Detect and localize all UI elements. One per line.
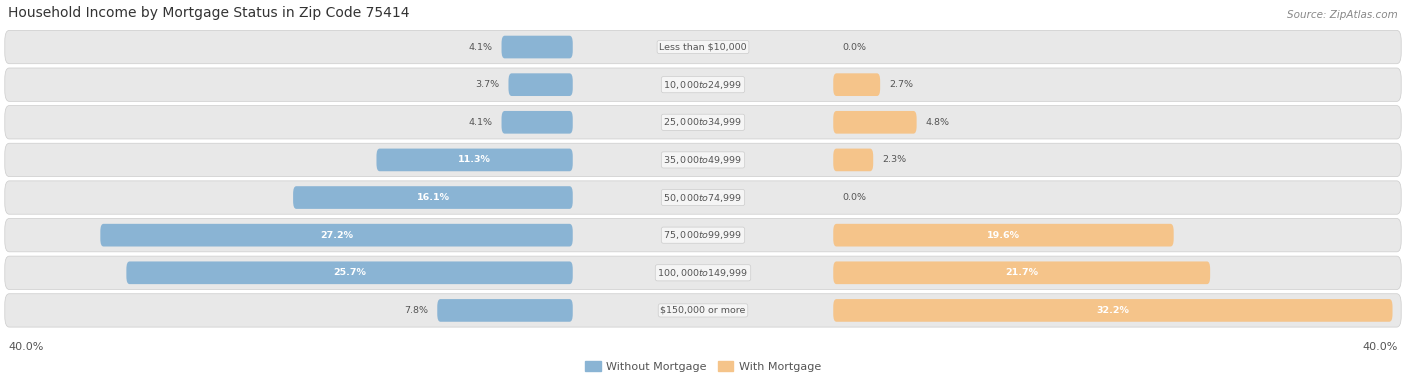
Text: 4.8%: 4.8% [925,118,949,127]
Text: 4.1%: 4.1% [468,43,494,51]
FancyBboxPatch shape [4,105,1402,139]
FancyBboxPatch shape [834,299,1392,322]
FancyBboxPatch shape [509,73,572,96]
Text: $25,000 to $34,999: $25,000 to $34,999 [664,116,742,128]
Text: 40.0%: 40.0% [8,342,44,352]
Text: $100,000 to $149,999: $100,000 to $149,999 [658,267,748,279]
Text: 16.1%: 16.1% [416,193,450,202]
FancyBboxPatch shape [4,68,1402,101]
FancyBboxPatch shape [4,218,1402,252]
Text: $150,000 or more: $150,000 or more [661,306,745,315]
Text: $35,000 to $49,999: $35,000 to $49,999 [664,154,742,166]
Text: $10,000 to $24,999: $10,000 to $24,999 [664,79,742,91]
Text: 2.3%: 2.3% [882,155,905,164]
FancyBboxPatch shape [502,36,572,58]
FancyBboxPatch shape [4,143,1402,177]
FancyBboxPatch shape [100,224,572,246]
FancyBboxPatch shape [834,224,1174,246]
Text: Less than $10,000: Less than $10,000 [659,43,747,51]
FancyBboxPatch shape [834,73,880,96]
Text: Source: ZipAtlas.com: Source: ZipAtlas.com [1286,10,1398,20]
FancyBboxPatch shape [127,262,572,284]
Text: 40.0%: 40.0% [1362,342,1398,352]
FancyBboxPatch shape [834,111,917,134]
Text: 2.7%: 2.7% [889,80,912,89]
Text: 3.7%: 3.7% [475,80,499,89]
FancyBboxPatch shape [4,294,1402,327]
Text: Household Income by Mortgage Status in Zip Code 75414: Household Income by Mortgage Status in Z… [8,6,409,20]
Text: 25.7%: 25.7% [333,268,366,277]
Text: 21.7%: 21.7% [1005,268,1038,277]
Text: $75,000 to $99,999: $75,000 to $99,999 [664,229,742,241]
Text: 32.2%: 32.2% [1097,306,1129,315]
FancyBboxPatch shape [4,256,1402,290]
FancyBboxPatch shape [437,299,572,322]
FancyBboxPatch shape [4,181,1402,214]
Legend: Without Mortgage, With Mortgage: Without Mortgage, With Mortgage [581,357,825,376]
Text: 0.0%: 0.0% [842,193,866,202]
Text: 7.8%: 7.8% [405,306,429,315]
Text: 4.1%: 4.1% [468,118,494,127]
Text: 27.2%: 27.2% [321,231,353,240]
Text: 11.3%: 11.3% [458,155,491,164]
FancyBboxPatch shape [377,149,572,171]
FancyBboxPatch shape [834,149,873,171]
Text: $50,000 to $74,999: $50,000 to $74,999 [664,192,742,203]
FancyBboxPatch shape [292,186,572,209]
Text: 19.6%: 19.6% [987,231,1019,240]
Text: 0.0%: 0.0% [842,43,866,51]
FancyBboxPatch shape [834,262,1211,284]
FancyBboxPatch shape [502,111,572,134]
FancyBboxPatch shape [4,30,1402,64]
